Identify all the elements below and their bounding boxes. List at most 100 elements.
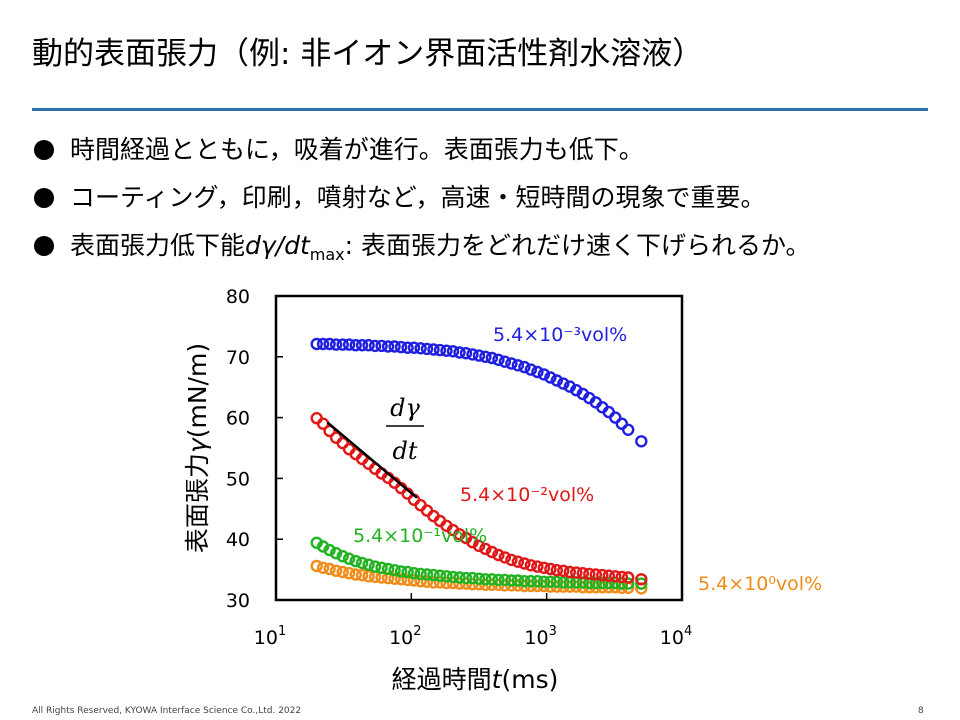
data-point-1 bbox=[518, 360, 531, 374]
data-point-1 bbox=[427, 343, 440, 356]
data-point-3 bbox=[407, 567, 421, 580]
series-label-2: 5.4×10⁻²vol% bbox=[460, 484, 594, 506]
data-point-3 bbox=[427, 568, 440, 582]
data-point-1 bbox=[323, 337, 336, 351]
data-point-1 bbox=[459, 347, 473, 360]
data-point-1 bbox=[531, 365, 544, 379]
data-point-2 bbox=[635, 573, 648, 586]
data-point-3 bbox=[420, 568, 434, 581]
data-point-2 bbox=[615, 570, 628, 584]
series-label-1: 5.4×10⁻³vol% bbox=[493, 324, 627, 346]
data-point-3 bbox=[544, 575, 557, 588]
data-point-3 bbox=[492, 573, 505, 587]
y-axis-label-unit: (mN/m) bbox=[183, 343, 212, 438]
page-number: 8 bbox=[918, 706, 924, 716]
data-point-2 bbox=[310, 412, 323, 425]
data-point-2 bbox=[550, 564, 563, 577]
slide-title: 動的表面張力（例: 非イオン界面活性剤水溶液） bbox=[32, 36, 704, 72]
data-point-1 bbox=[505, 357, 518, 370]
data-point-4 bbox=[362, 570, 375, 583]
data-point-2 bbox=[531, 560, 544, 573]
bullet-item: 時間経過とともに，吸着が進行。表面張力も低下。 bbox=[32, 130, 811, 178]
data-point-1 bbox=[544, 371, 557, 384]
data-point-3 bbox=[323, 543, 336, 557]
data-point-2 bbox=[583, 567, 596, 581]
data-point-3 bbox=[414, 567, 427, 581]
data-point-1 bbox=[342, 338, 356, 351]
data-point-3 bbox=[446, 570, 460, 584]
data-point-1 bbox=[381, 340, 395, 353]
data-point-3 bbox=[329, 547, 343, 560]
derivative-numerator: dγ bbox=[390, 394, 420, 422]
data-point-3 bbox=[596, 576, 609, 590]
x-axis-label-var: t bbox=[492, 665, 503, 694]
data-point-1 bbox=[362, 339, 375, 352]
y-tick-label: 40 bbox=[226, 529, 250, 551]
x-tick-label: 102 bbox=[389, 624, 421, 649]
bullet-text-pre: 表面張力低下能 bbox=[70, 231, 246, 260]
data-point-4 bbox=[349, 568, 362, 581]
data-point-4 bbox=[433, 576, 447, 589]
data-point-4 bbox=[310, 559, 323, 573]
data-point-2 bbox=[518, 557, 531, 570]
data-point-3 bbox=[609, 576, 622, 590]
data-point-2 bbox=[602, 569, 615, 582]
data-point-2 bbox=[479, 542, 492, 556]
data-point-3 bbox=[615, 577, 628, 590]
data-point-2 bbox=[609, 570, 622, 583]
axes: 30 40 50 60 70 80 101 102 103 104 bbox=[226, 286, 692, 649]
data-point-2 bbox=[537, 561, 551, 574]
data-point-3 bbox=[537, 575, 551, 588]
y-tick-label: 60 bbox=[226, 408, 250, 430]
data-point-3 bbox=[459, 571, 473, 585]
plot-marks bbox=[310, 337, 648, 595]
data-point-3 bbox=[342, 552, 356, 565]
data-point-2 bbox=[323, 424, 336, 438]
data-point-2 bbox=[498, 551, 512, 564]
x-axis-label: 経過時間t(ms) bbox=[392, 665, 559, 694]
data-point-1 bbox=[388, 340, 401, 353]
data-point-2 bbox=[524, 559, 538, 572]
x-tick-label: 101 bbox=[254, 624, 286, 649]
data-point-2 bbox=[570, 566, 583, 579]
data-point-3 bbox=[505, 574, 518, 587]
data-point-2 bbox=[336, 436, 349, 450]
data-point-3 bbox=[589, 576, 602, 590]
data-point-1 bbox=[524, 363, 538, 376]
data-point-1 bbox=[407, 341, 421, 354]
data-point-2 bbox=[622, 571, 635, 584]
y-tick-label: 50 bbox=[226, 468, 250, 490]
data-point-3 bbox=[349, 554, 362, 568]
data-point-3 bbox=[401, 565, 414, 579]
bullet-text: 時間経過とともに，吸着が進行。表面張力も低下。 bbox=[70, 135, 644, 164]
data-point-1 bbox=[550, 374, 563, 387]
data-point-1 bbox=[492, 353, 505, 366]
data-point-4 bbox=[388, 572, 401, 585]
data-point-3 bbox=[498, 573, 512, 587]
derivative-denominator: dt bbox=[392, 437, 417, 465]
data-point-1 bbox=[316, 337, 330, 351]
bullet-item: 表面張力低下能dγ/dtmax: 表面張力をどれだけ速く下げられるか。 bbox=[32, 226, 811, 274]
data-point-1 bbox=[433, 343, 447, 357]
data-point-1 bbox=[420, 342, 434, 356]
data-point-1 bbox=[635, 435, 648, 448]
data-point-3 bbox=[394, 565, 408, 578]
data-point-3 bbox=[375, 561, 388, 574]
data-point-3 bbox=[316, 540, 330, 553]
data-point-3 bbox=[466, 571, 479, 585]
bullet-text: コーティング，印刷，噴射など，高速・短時間の現象で重要。 bbox=[70, 183, 766, 212]
data-point-4 bbox=[329, 564, 343, 577]
x-tick-label: 104 bbox=[660, 624, 692, 649]
data-point-2 bbox=[492, 548, 505, 562]
bullet-dot-icon bbox=[34, 188, 54, 208]
y-tick-label: 70 bbox=[226, 347, 250, 369]
data-point-3 bbox=[381, 562, 395, 576]
data-point-1 bbox=[537, 368, 551, 381]
series-label-3: 5.4×10⁻¹vol% bbox=[353, 525, 487, 547]
data-point-3 bbox=[531, 575, 544, 588]
data-point-1 bbox=[453, 346, 466, 359]
data-point-3 bbox=[355, 556, 369, 570]
x-tick-label: 103 bbox=[524, 624, 556, 649]
y-axis-label: 表面張力γ(mN/m) bbox=[183, 343, 212, 553]
data-point-3 bbox=[336, 550, 349, 563]
